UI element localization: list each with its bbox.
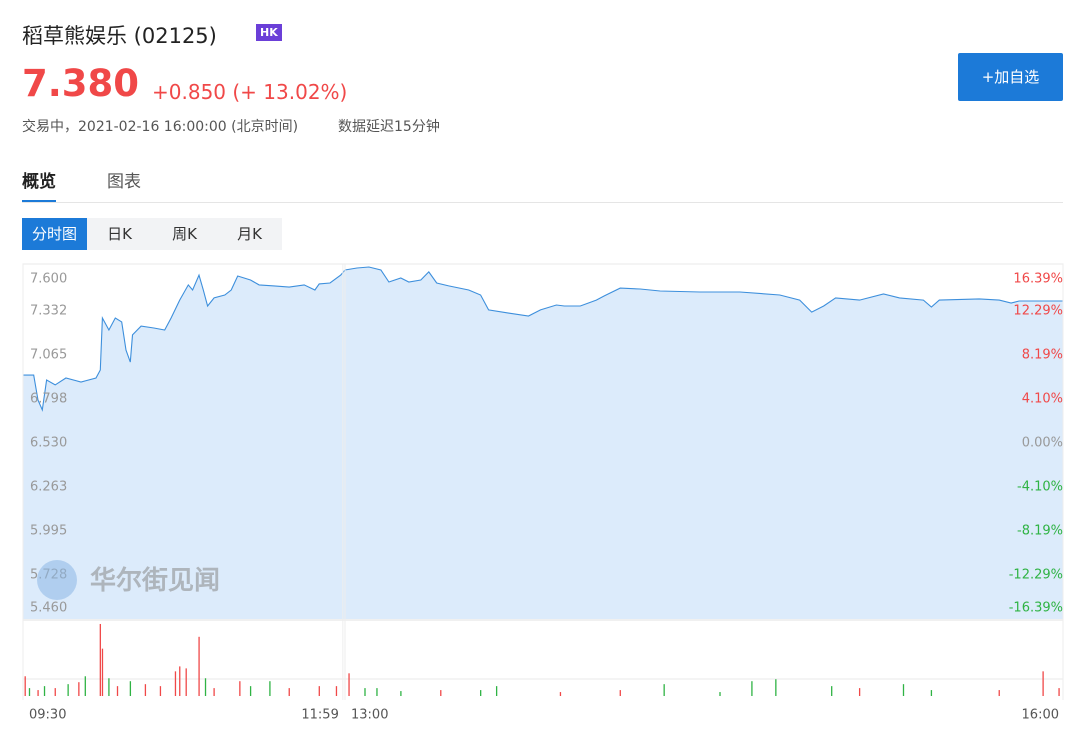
volume-bar xyxy=(37,690,39,696)
volume-bar xyxy=(663,684,665,696)
volume-bar xyxy=(318,686,320,696)
y-tick-label: 7.332 xyxy=(30,304,67,319)
volume-bar xyxy=(400,691,402,696)
volume-bar xyxy=(159,686,162,696)
x-tick-label: 11:59 xyxy=(301,708,338,723)
volume-bar xyxy=(998,690,1000,696)
volume-bar xyxy=(831,686,833,696)
y-tick-label: 6.798 xyxy=(30,391,67,406)
divider xyxy=(22,202,1063,203)
volume-bar xyxy=(67,684,69,696)
x-tick-label: 16:00 xyxy=(1022,708,1059,723)
volume-bar xyxy=(288,688,290,696)
price-area xyxy=(23,267,1063,619)
volume-bar xyxy=(249,686,252,696)
volume-bar xyxy=(1042,671,1044,696)
chart-tabs: 分时图 日K 周K 月K xyxy=(22,218,282,250)
x-tick-label: 09:30 xyxy=(29,708,66,723)
watermark-logo xyxy=(37,560,77,600)
chart-tab[interactable]: 周K xyxy=(172,225,197,243)
volume-bar xyxy=(129,681,132,696)
volume-bar xyxy=(101,648,104,696)
y-tick-label: 6.263 xyxy=(30,479,67,494)
market-badge: HK xyxy=(256,24,282,41)
volume-bar xyxy=(559,692,562,696)
volume-bar xyxy=(99,623,101,696)
volume-bar xyxy=(495,686,498,696)
volume-bar xyxy=(174,671,177,696)
y-tick-label: 7.600 xyxy=(30,272,67,287)
volume-bar xyxy=(116,686,119,696)
volume-bar xyxy=(858,688,861,696)
tab[interactable]: 概览 xyxy=(22,167,56,203)
chart-tab[interactable]: 分时图 xyxy=(22,218,87,250)
chart-tab[interactable]: 日K xyxy=(107,225,132,243)
x-tick-label: 13:00 xyxy=(351,708,388,723)
volume-bar xyxy=(204,678,207,696)
volume-bar xyxy=(335,686,338,696)
y2-tick-label: -4.10% xyxy=(1017,480,1063,495)
volume-bar xyxy=(1058,688,1060,696)
volume-bar xyxy=(719,692,721,696)
y2-tick-label: 8.19% xyxy=(1022,348,1063,363)
volume-bar xyxy=(179,666,181,696)
volume-bar xyxy=(108,678,110,696)
volume-bar xyxy=(751,681,753,696)
volume-bar xyxy=(198,636,200,696)
volume-bar xyxy=(376,688,378,696)
chart-tab[interactable]: 月K xyxy=(237,225,262,243)
volume-bar xyxy=(930,690,933,696)
volume-bar xyxy=(619,690,621,696)
y-tick-label: 5.995 xyxy=(30,524,67,539)
volume-bar xyxy=(24,676,26,696)
price-line xyxy=(23,266,1063,412)
y2-tick-label: -12.29% xyxy=(1009,567,1063,582)
y-tick-label: 7.065 xyxy=(30,348,67,363)
watermark: 华尔街见闻 xyxy=(37,560,220,600)
trade-status: 交易中，2021-02-16 16:00:00 (北京时间) xyxy=(22,119,299,135)
price: 7.380 xyxy=(22,62,140,105)
volume-bar xyxy=(78,682,80,696)
volume-bar xyxy=(364,688,366,696)
y-tick-label: 5.728 xyxy=(30,567,67,582)
volume-bar xyxy=(84,676,86,696)
y2-tick-label: 4.10% xyxy=(1022,391,1063,406)
stock-title: 稻草熊娱乐 (02125) xyxy=(22,24,217,48)
volume-bar xyxy=(239,681,241,696)
volume-bar xyxy=(43,686,46,696)
volume-bar xyxy=(902,684,905,696)
delay-note: 数据延迟15分钟 xyxy=(338,119,440,135)
volume-bar xyxy=(269,681,271,696)
y2-tick-label: 16.39% xyxy=(1013,272,1063,287)
plot-frame xyxy=(22,263,1064,680)
y2-tick-label: 12.29% xyxy=(1013,304,1063,319)
volume-bar xyxy=(440,690,442,696)
y-tick-label: 6.530 xyxy=(30,436,67,451)
y2-tick-label: 0.00% xyxy=(1022,436,1063,451)
volume-bar xyxy=(144,684,147,696)
add-watchlist-button[interactable]: +加自选 xyxy=(958,53,1063,101)
y2-tick-label: -16.39% xyxy=(1009,601,1063,616)
volume-bar xyxy=(185,668,187,696)
volume-bar xyxy=(480,690,482,696)
y-tick-label: 5.460 xyxy=(30,601,67,616)
watermark-text: 华尔街见闻 xyxy=(90,565,220,596)
volume-bar xyxy=(775,679,777,696)
y2-tick-label: -8.19% xyxy=(1017,523,1063,538)
volume-bar xyxy=(213,688,215,696)
volume-bar xyxy=(28,688,31,696)
volume-bar xyxy=(54,688,56,696)
tab[interactable]: 图表 xyxy=(107,172,141,192)
price-change: +0.850 (+ 13.02%) xyxy=(152,80,348,104)
volume-bar xyxy=(348,673,350,696)
